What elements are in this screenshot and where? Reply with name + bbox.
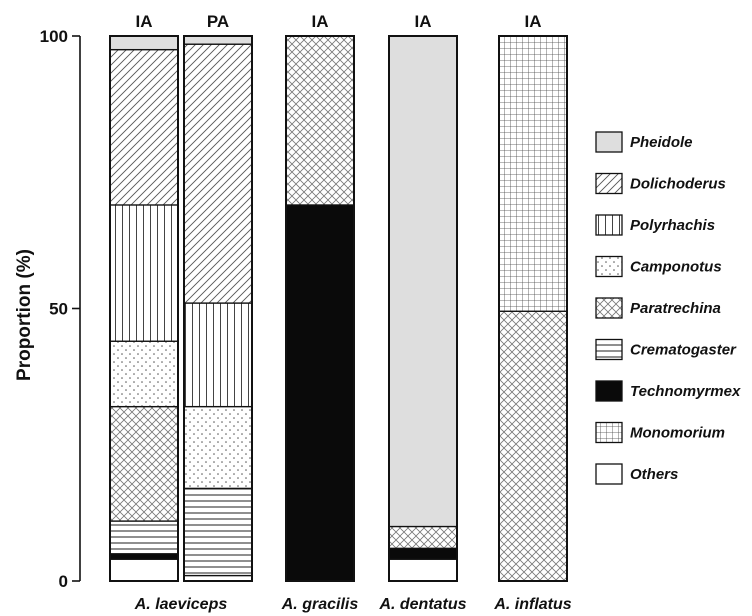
bar-a-laeviceps-pa: PA — [183, 12, 253, 582]
segment-paratrechina — [498, 310, 568, 582]
segment-paratrechina — [109, 405, 179, 522]
segment-technomyrmex — [109, 553, 179, 560]
bar-top-label: IA — [415, 12, 432, 31]
legend-label: Monomorium — [630, 425, 725, 442]
legend-swatch — [595, 297, 623, 319]
bar-a-inflatus-ia: IA — [498, 12, 568, 582]
legend-label: Technomyrmex — [630, 383, 741, 400]
legend-swatch — [595, 214, 623, 236]
legend-item-paratrechina: Paratrechina — [595, 297, 721, 319]
bar-top-label: PA — [207, 12, 229, 31]
legend-swatch — [595, 172, 623, 195]
bar-top-label: IA — [312, 12, 329, 31]
segment-polyrhachis — [183, 302, 253, 408]
bars-layer: IA PA IA IA IA A. laeviceps A. gracilis A. dent… — [109, 12, 572, 613]
segment-camponotus — [183, 405, 253, 490]
segment-dolichoderus — [109, 48, 179, 206]
bar-top-label: IA — [136, 12, 153, 31]
segment-crematogaster — [183, 487, 253, 577]
category-label-a-gracilis: A. gracilis — [281, 596, 359, 613]
legend-item-others: Others — [595, 463, 678, 485]
legend-item-crematogaster: Crematogaster — [595, 338, 737, 361]
segment-others — [109, 558, 179, 582]
bar-a-gracilis-ia: IA — [285, 12, 355, 582]
legend-label: Pheidole — [630, 134, 693, 151]
category-label-a-dentatus: A. dentatus — [378, 596, 466, 613]
y-axis: 0 50 100 — [40, 27, 81, 591]
y-tick-label: 50 — [49, 300, 68, 319]
legend: Pheidole Dolichoderus Polyrhachis Camponotu… — [595, 131, 741, 485]
bar-outline — [498, 35, 568, 582]
segment-others — [388, 558, 458, 582]
legend-item-monomorium: Monomorium — [595, 421, 725, 444]
legend-swatch — [595, 421, 623, 444]
bar-outline — [285, 35, 355, 582]
y-tick-label: 100 — [40, 27, 68, 46]
legend-swatch — [595, 131, 623, 153]
segment-pheidole — [388, 35, 458, 528]
legend-swatch — [595, 338, 623, 361]
segment-monomorium — [498, 35, 568, 312]
bar-outline — [183, 35, 253, 582]
segment-pheidole — [109, 35, 179, 51]
segment-polyrhachis — [109, 204, 179, 342]
legend-label: Camponotus — [630, 259, 722, 276]
legend-swatch — [595, 463, 623, 485]
bar-a-dentatus-ia: IA — [388, 12, 458, 582]
legend-label: Crematogaster — [630, 342, 737, 359]
segment-technomyrmex — [285, 204, 355, 582]
legend-item-dolichoderus: Dolichoderus — [595, 172, 726, 195]
segment-paratrechina — [285, 35, 355, 206]
category-label-a-inflatus: A. inflatus — [493, 596, 571, 613]
segment-dolichoderus — [183, 43, 253, 304]
legend-label: Others — [630, 466, 678, 483]
legend-label: Dolichoderus — [630, 176, 726, 193]
segment-technomyrmex — [388, 547, 458, 560]
bar-a-laeviceps-ia: IA — [109, 12, 179, 582]
y-axis-title: Proportion (%) — [14, 249, 35, 381]
legend-swatch — [595, 255, 623, 278]
y-tick-label: 0 — [59, 572, 68, 591]
legend-item-pheidole: Pheidole — [595, 131, 693, 153]
category-label-a-laeviceps: A. laeviceps — [134, 596, 228, 613]
legend-item-technomyrmex: Technomyrmex — [595, 380, 741, 402]
segment-pheidole — [183, 35, 253, 45]
legend-label: Polyrhachis — [630, 217, 715, 234]
segment-camponotus — [109, 340, 179, 408]
segment-paratrechina — [388, 525, 458, 549]
segment-crematogaster — [109, 520, 179, 555]
legend-label: Paratrechina — [630, 300, 721, 317]
bar-outline — [388, 35, 458, 582]
legend-item-polyrhachis: Polyrhachis — [595, 214, 715, 236]
legend-item-camponotus: Camponotus — [595, 255, 722, 278]
bar-top-label: IA — [525, 12, 542, 31]
bar-outline — [109, 35, 179, 582]
legend-swatch — [595, 380, 623, 402]
